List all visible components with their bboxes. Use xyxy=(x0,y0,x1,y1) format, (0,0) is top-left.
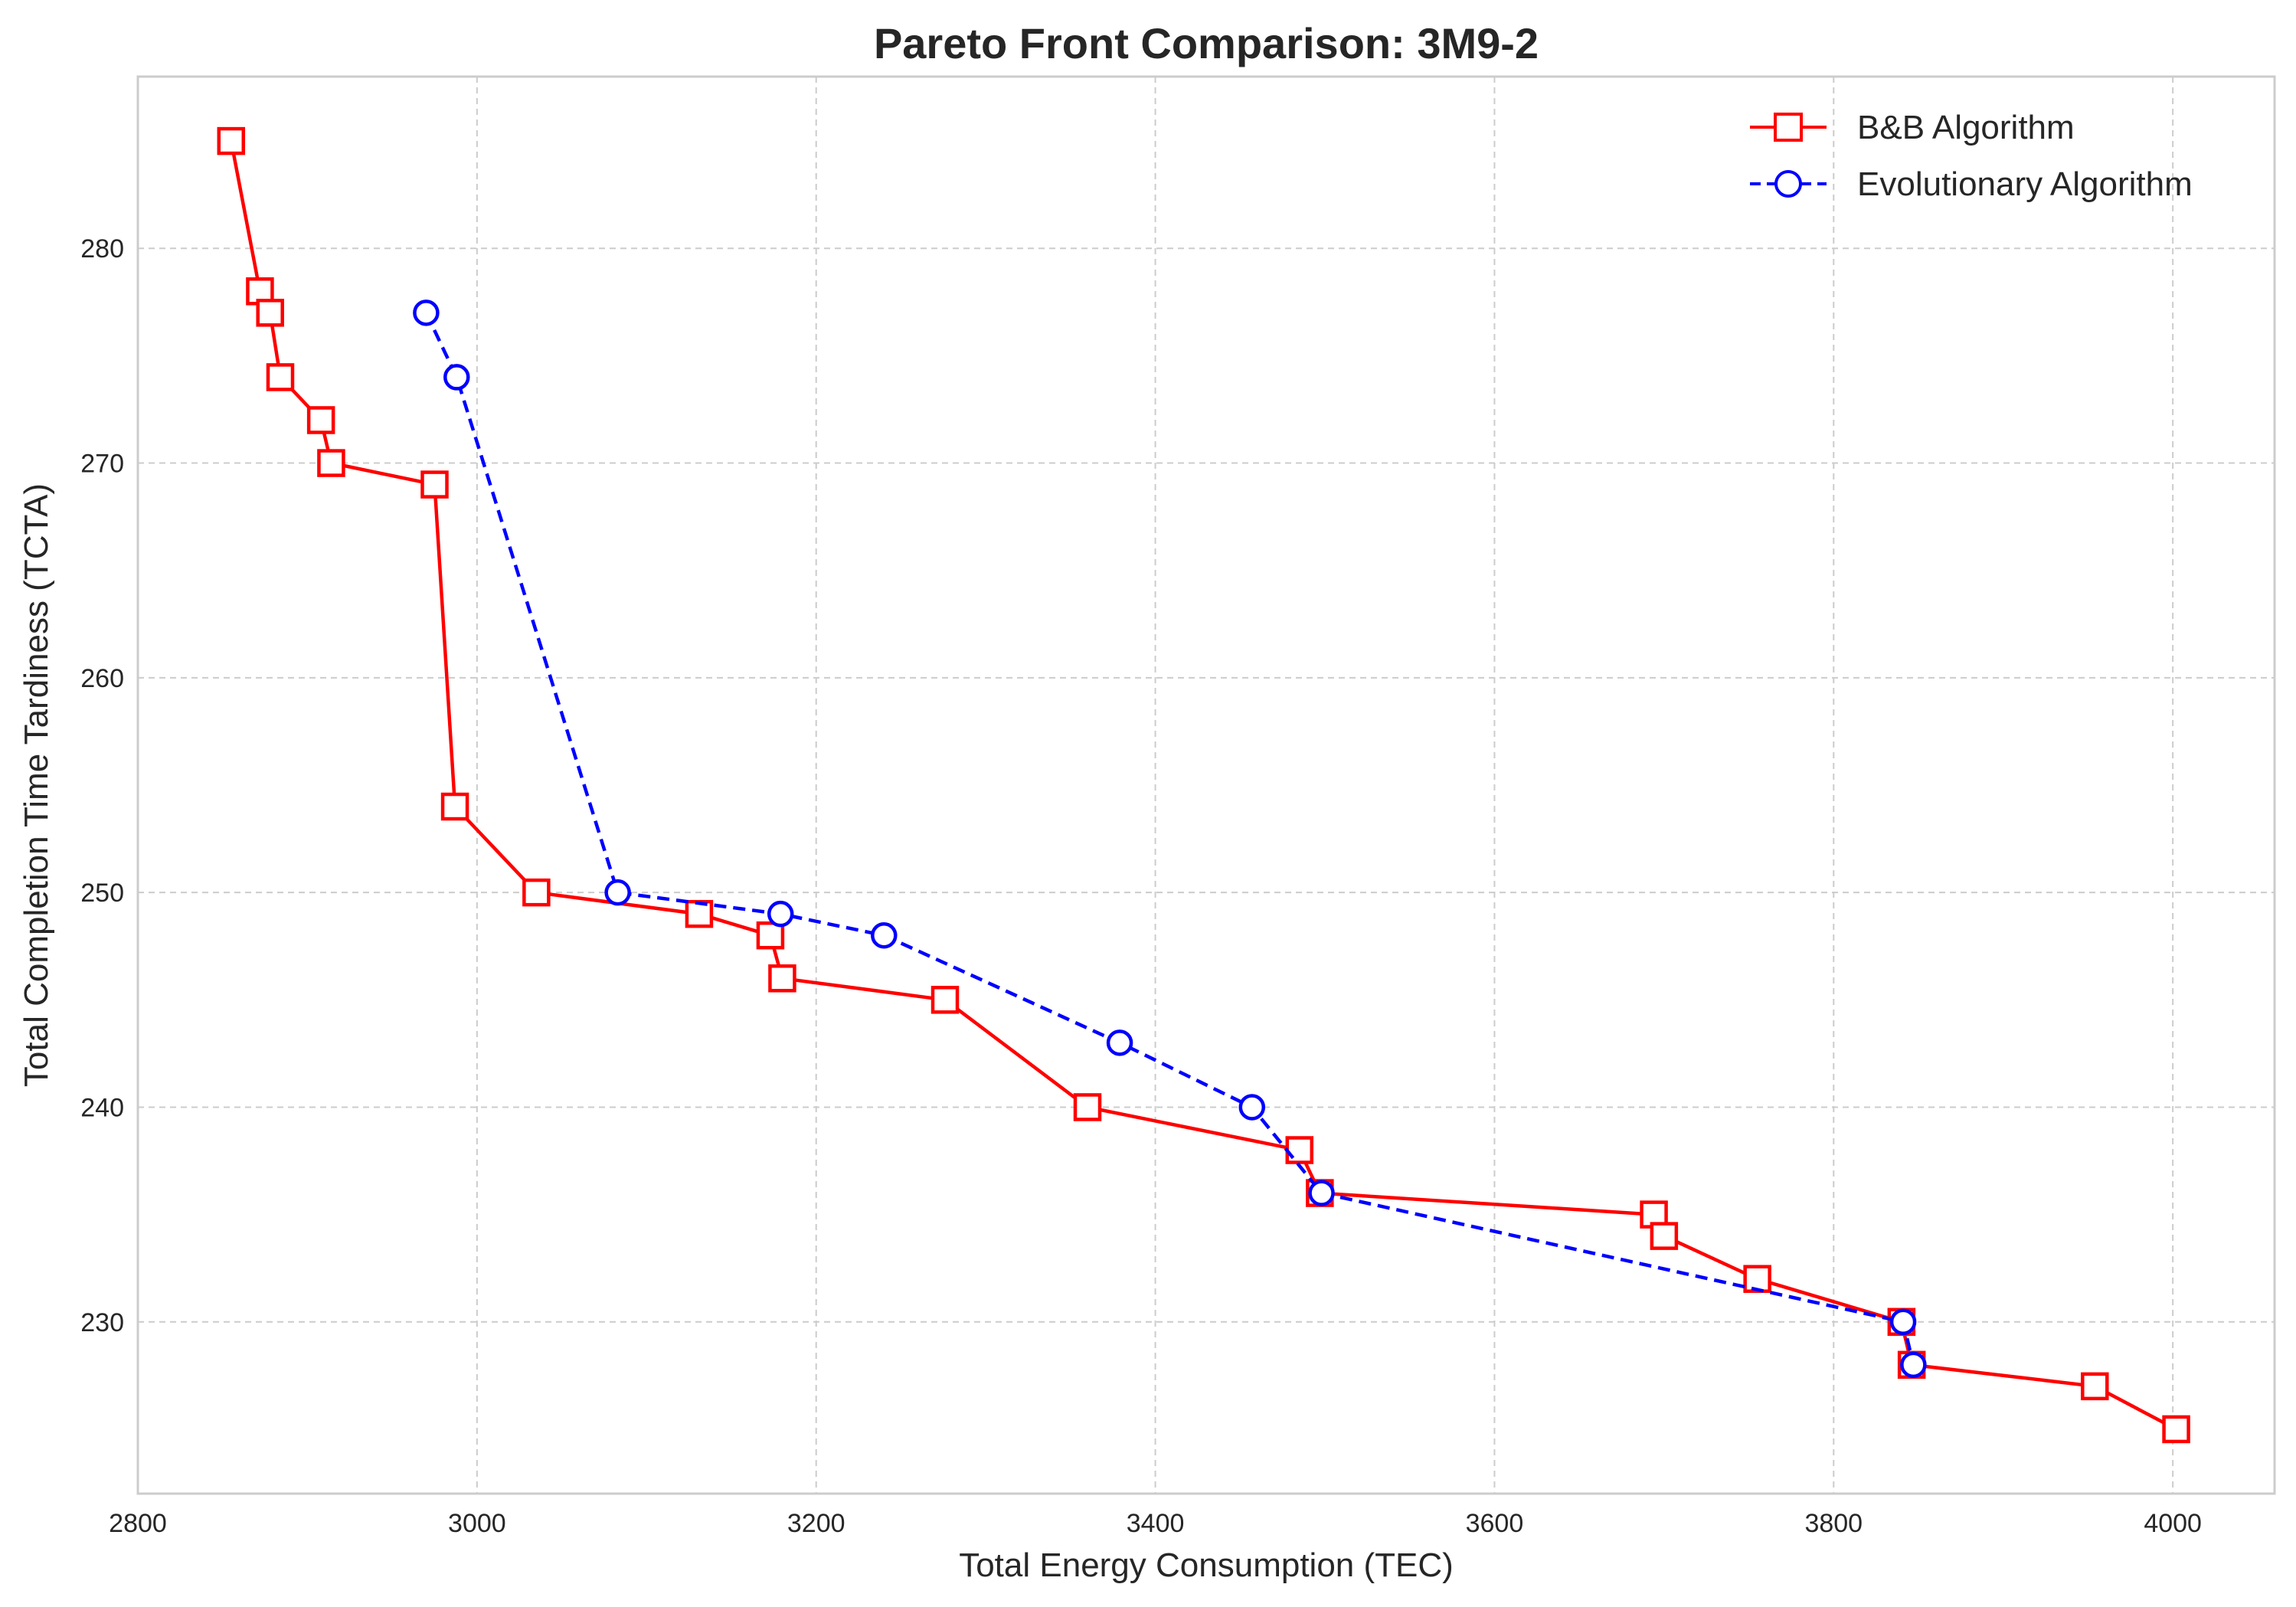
y-tick-label: 280 xyxy=(80,234,124,263)
data-point-bb xyxy=(306,406,335,434)
data-point-ea xyxy=(1238,1094,1266,1121)
data-point-bb xyxy=(440,792,469,821)
data-point-bb xyxy=(931,986,960,1014)
data-point-ea xyxy=(767,900,794,928)
data-point-bb xyxy=(317,449,345,477)
data-point-bb xyxy=(756,921,785,950)
x-tick-label: 3600 xyxy=(1466,1509,1524,1538)
y-axis-label: Total Completion Time Tardiness (TCTA) xyxy=(18,483,55,1087)
legend-marker-square xyxy=(1774,113,1803,142)
plot-background xyxy=(138,77,2275,1494)
data-point-bb xyxy=(2162,1415,2190,1444)
tick-labels: 2800 3000 3200 3400 3600 3800 4000 230 240 250 260… xyxy=(80,234,2202,1538)
data-point-bb xyxy=(768,964,796,993)
data-point-ea xyxy=(413,299,440,326)
data-point-ea xyxy=(604,879,631,906)
series-layer xyxy=(217,126,2190,1444)
data-point-bb xyxy=(266,363,295,391)
data-point-bb xyxy=(1285,1136,1314,1164)
data-point-ea xyxy=(1889,1308,1917,1336)
series-line-ea xyxy=(424,312,1915,1366)
legend-label-ea: Evolutionary Algorithm xyxy=(1857,165,2193,203)
data-point-bb xyxy=(217,126,246,155)
data-point-ea xyxy=(1106,1029,1133,1056)
y-tick-label: 270 xyxy=(80,450,124,479)
chart-title: Pareto Front Comparison: 3M9-2 xyxy=(874,19,1539,67)
legend-marker-circle xyxy=(1774,170,1802,198)
data-point-bb xyxy=(685,899,714,928)
y-tick-label: 260 xyxy=(80,664,124,693)
x-tick-label: 3800 xyxy=(1804,1509,1863,1538)
plot-frame xyxy=(136,75,2276,1495)
data-point-ea xyxy=(1308,1180,1335,1206)
x-tick-label: 4000 xyxy=(2144,1509,2202,1538)
legend-entry-bb: B&B Algorithm xyxy=(1750,109,2075,146)
legend: B&B Algorithm Evolutionary Algorithm xyxy=(1750,109,2193,203)
x-axis-label: Total Energy Consumption (TEC) xyxy=(959,1546,1454,1584)
x-tick-label: 3200 xyxy=(787,1509,845,1538)
data-point-bb xyxy=(1650,1222,1679,1250)
x-tick-label: 2800 xyxy=(109,1509,167,1538)
data-point-bb xyxy=(420,470,449,499)
data-point-bb xyxy=(256,299,284,327)
data-point-bb xyxy=(1743,1265,1771,1293)
data-point-bb xyxy=(2081,1372,2109,1401)
legend-label-bb: B&B Algorithm xyxy=(1857,109,2075,146)
data-point-ea xyxy=(443,364,470,391)
grid xyxy=(138,77,2275,1494)
data-point-ea xyxy=(871,921,898,949)
data-point-bb xyxy=(1073,1093,1102,1121)
y-tick-label: 230 xyxy=(80,1308,124,1337)
x-tick-label: 3400 xyxy=(1127,1509,1185,1538)
y-tick-label: 250 xyxy=(80,879,124,908)
legend-entry-ea: Evolutionary Algorithm xyxy=(1750,165,2193,203)
x-tick-label: 3000 xyxy=(448,1509,506,1538)
data-point-ea xyxy=(1900,1351,1927,1379)
data-point-bb xyxy=(522,878,551,907)
y-tick-label: 240 xyxy=(80,1093,124,1122)
